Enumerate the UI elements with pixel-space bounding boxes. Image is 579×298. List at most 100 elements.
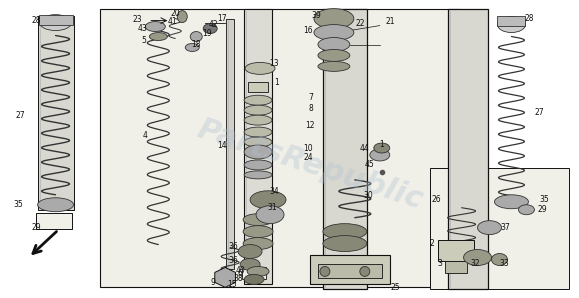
Text: 40: 40 [235,266,245,275]
Bar [36,213,72,229]
Polygon shape [215,267,236,287]
Text: 20: 20 [170,9,180,18]
Text: 1: 1 [274,78,280,87]
Text: 42: 42 [208,20,218,29]
Ellipse shape [494,195,529,209]
Text: 5: 5 [141,36,146,45]
Text: 34: 34 [269,187,279,196]
Ellipse shape [244,137,272,147]
Ellipse shape [243,238,273,249]
Text: 35: 35 [14,200,24,209]
Bar [430,168,569,289]
Ellipse shape [185,44,199,52]
Bar [445,261,467,274]
Text: 10: 10 [303,144,313,153]
Bar [244,9,272,284]
Text: 24: 24 [303,153,313,162]
Text: 1: 1 [379,139,384,148]
Ellipse shape [243,226,273,238]
Ellipse shape [244,274,264,284]
Ellipse shape [244,105,272,115]
Text: PartsRepublic: PartsRepublic [193,115,427,215]
Ellipse shape [374,143,390,153]
Bar [438,240,474,261]
Ellipse shape [314,9,354,29]
Text: 27: 27 [534,108,544,117]
Ellipse shape [247,266,269,277]
Ellipse shape [38,198,74,212]
Ellipse shape [39,15,72,31]
Ellipse shape [314,24,354,41]
Bar [242,267,266,280]
Text: 28: 28 [32,16,41,25]
Text: 31: 31 [267,203,277,212]
Bar [497,15,525,26]
Ellipse shape [318,61,350,71]
Text: 6: 6 [238,269,243,278]
Text: 15: 15 [228,280,237,289]
Ellipse shape [320,266,330,277]
Text: 18: 18 [192,40,201,49]
Ellipse shape [497,17,525,32]
Text: 38: 38 [233,274,243,283]
Ellipse shape [360,266,370,277]
Text: 27: 27 [16,111,25,120]
Ellipse shape [244,115,272,125]
Bar [39,15,72,24]
Ellipse shape [145,21,165,32]
Bar [323,9,367,289]
Text: 33: 33 [500,259,510,268]
Ellipse shape [240,258,260,270]
Ellipse shape [370,149,390,161]
Ellipse shape [464,249,492,266]
Text: 3: 3 [437,259,442,268]
Ellipse shape [323,236,367,252]
Text: 22: 22 [355,19,365,28]
Bar [38,15,74,210]
Text: 45: 45 [365,160,375,170]
Text: 36: 36 [228,256,238,265]
Text: 12: 12 [305,121,315,130]
Bar [318,264,382,278]
Ellipse shape [244,160,272,170]
Ellipse shape [492,254,507,266]
Ellipse shape [318,49,350,61]
Text: 9: 9 [211,278,215,287]
Bar [248,82,268,92]
Text: 14: 14 [217,141,227,150]
Text: 16: 16 [303,26,313,35]
Ellipse shape [244,171,272,179]
Ellipse shape [190,32,202,41]
Ellipse shape [244,95,272,105]
Text: 36: 36 [228,242,238,251]
Text: 23: 23 [133,15,142,24]
Ellipse shape [244,145,272,159]
Ellipse shape [245,62,275,74]
Text: 13: 13 [269,59,279,68]
Text: 29: 29 [537,205,547,214]
Text: 19: 19 [203,29,212,38]
Text: 4: 4 [143,131,148,139]
Text: 25: 25 [391,283,401,292]
Ellipse shape [256,206,284,224]
Ellipse shape [238,245,262,258]
Text: 44: 44 [360,144,370,153]
Text: 17: 17 [217,14,227,23]
Text: 8: 8 [309,104,313,113]
Ellipse shape [177,11,187,23]
Ellipse shape [149,32,167,41]
Ellipse shape [250,191,286,209]
Text: 37: 37 [501,223,510,232]
Bar [310,254,390,284]
Ellipse shape [323,224,367,240]
Text: 30: 30 [363,191,373,200]
Text: 43: 43 [137,24,147,33]
Text: 2: 2 [429,239,434,248]
Text: 41: 41 [167,17,177,26]
Text: 28: 28 [525,14,534,23]
Text: 29: 29 [32,223,42,232]
Text: 21: 21 [385,17,394,26]
Ellipse shape [244,127,272,137]
Ellipse shape [318,38,350,52]
Text: 32: 32 [471,259,481,268]
